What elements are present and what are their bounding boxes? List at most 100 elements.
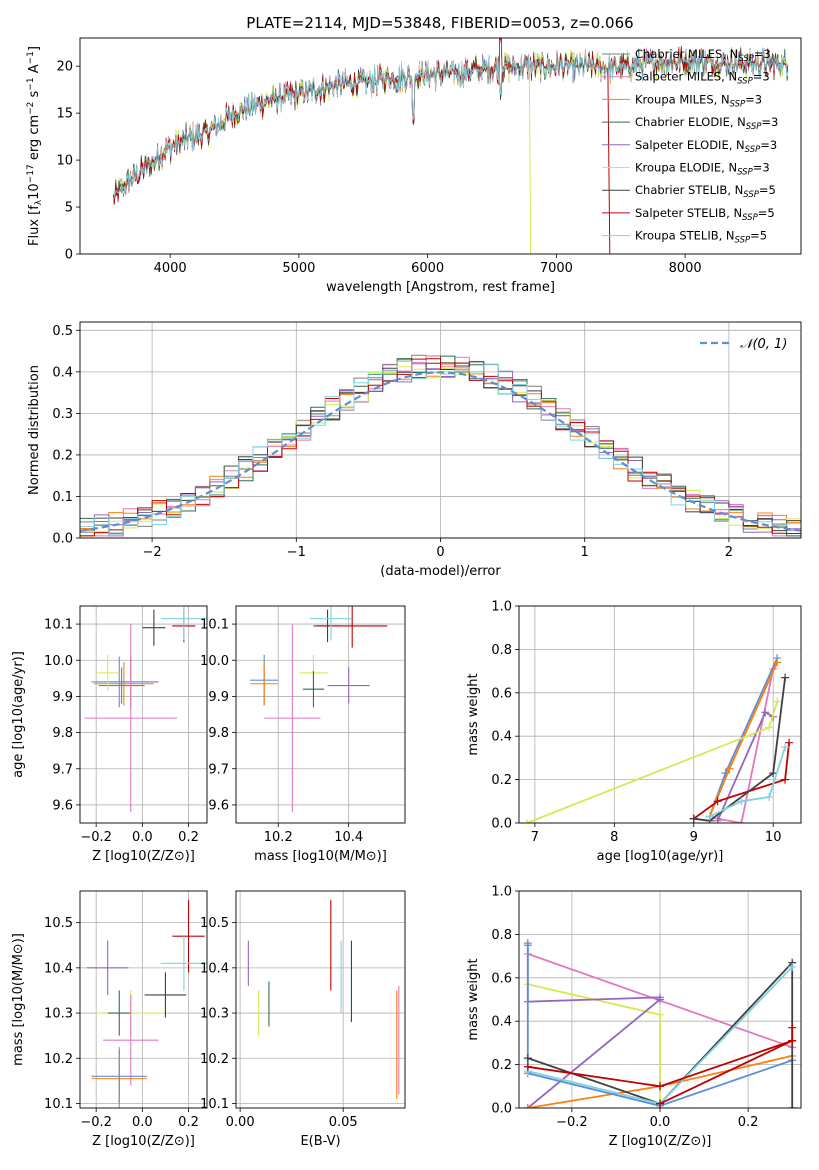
x-tick-label: 9 [690, 830, 698, 845]
axes-frame [79, 37, 802, 255]
weight-marker [781, 775, 790, 784]
weight-marker [788, 1036, 797, 1045]
figure-title: PLATE=2114, MJD=53848, FIBERID=0053, z=0… [246, 14, 633, 32]
x-tick-label: −0.2 [80, 1115, 112, 1130]
y-tick-label: 1.0 [491, 600, 512, 615]
y-tick-label: 15 [56, 107, 73, 122]
y-tick-label: 20 [56, 60, 73, 75]
y-tick-label: 0.2 [52, 448, 73, 463]
axes-age_vs_Z: −0.2 0.0 0.2 9.6 9.7 9.8 9.9 10.0 10.1 Z [log10(Z… [11, 605, 208, 864]
plot-area-residuals [80, 354, 801, 537]
weight-marker [781, 673, 790, 682]
legend-entry: Chabrier MILES, NSSP=3 [635, 47, 771, 64]
y-tick-label: 9.6 [52, 798, 73, 813]
weight-marker [523, 1104, 532, 1108]
axes-age_vs_mass: 10.2 10.4 9.6 9.7 9.8 9.9 10.0 10.1 mass [log10(… [200, 605, 406, 864]
spectrum-artifact [607, 70, 611, 254]
weight-line [527, 1027, 794, 1088]
y-tick-label: 10 [56, 154, 73, 169]
y-tick-label: 10.2 [44, 1052, 73, 1067]
x-axis-label: age [log10(age/yr)] [597, 849, 724, 864]
legend-entry: Chabrier ELODIE, NSSP=3 [635, 115, 778, 132]
y-tick-label: 0.4 [491, 730, 512, 745]
x-tick-label: 8000 [669, 261, 702, 276]
y-axis-label: mass weight [466, 673, 481, 755]
weight-marker [522, 819, 531, 823]
y-tick-label: 10.1 [44, 1097, 73, 1112]
x-tick-label: 0.00 [226, 1115, 255, 1130]
weight-line [693, 677, 786, 822]
y-tick-label: 10.5 [44, 916, 73, 931]
y-tick-label: 0.2 [491, 1058, 512, 1073]
weight-marker [781, 743, 790, 752]
axes-mass_vs_Z: −0.2 0.0 0.2 10.1 10.2 10.3 10.4 10.5 Z [log10(Z… [11, 890, 208, 1149]
weight-marker [656, 1010, 664, 1019]
weight-marker [785, 738, 794, 747]
legend-entry: Salpeter MILES, NSSP=3 [635, 70, 770, 87]
y-tick-label: 0.8 [491, 643, 512, 658]
weight-line [659, 1039, 793, 1105]
axes-frame [79, 321, 802, 539]
x-tick-label: 0 [436, 545, 444, 560]
x-tick-label: 0.2 [178, 830, 199, 845]
legend-entry: Salpeter ELODIE, NSSP=3 [635, 138, 777, 155]
weight-marker [737, 819, 746, 823]
y-tick-label: 9.7 [208, 762, 229, 777]
y-axis-label: age [log10(age/yr)] [11, 651, 26, 778]
x-tick-label: 8 [610, 830, 618, 845]
legend: Chabrier MILES, NSSP=3 Salpeter MILES, NS… [602, 47, 778, 246]
weight-marker [737, 797, 746, 806]
weight-marker [656, 1099, 664, 1108]
weight-marker [705, 812, 714, 821]
y-tick-label: 9.9 [208, 690, 229, 705]
normal-curve [80, 371, 801, 532]
y-axis-label: mass [log10(M/M⊙)] [11, 933, 26, 1066]
y-tick-label: 0.3 [52, 407, 73, 422]
legend-entry: Kroupa ELODIE, NSSP=3 [635, 161, 770, 178]
weight-marker [523, 1054, 532, 1063]
y-tick-label: 10.2 [200, 1052, 229, 1067]
weight-marker [773, 697, 782, 706]
y-tick-label: 0.0 [491, 1102, 512, 1117]
weight-marker [765, 792, 774, 801]
axes-frame [79, 605, 208, 824]
y-axis-label: Normed distribution [27, 365, 42, 495]
plot-area-age_vs_mass [250, 606, 388, 813]
y-tick-label: 9.7 [52, 762, 73, 777]
y-tick-label: 10.0 [200, 654, 229, 669]
axes-mass_vs_ebv: 0.00 0.05 10.1 10.2 10.3 10.4 10.5 E(B-V) [200, 890, 406, 1149]
plot-area-weight_vs_Z [523, 939, 797, 1108]
x-tick-label: −1 [287, 545, 306, 560]
x-tick-label: 2 [725, 545, 733, 560]
x-tick-label: 0.0 [132, 830, 153, 845]
y-tick-label: 10.3 [200, 1007, 229, 1022]
y-tick-label: 0.1 [52, 490, 73, 505]
x-tick-label: 0.0 [650, 1115, 671, 1130]
plot-area-weight_vs_age [522, 654, 794, 823]
x-axis-label: Z [log10(Z/Z⊙)] [92, 849, 195, 864]
y-tick-label: 0.4 [52, 365, 73, 380]
weight-line [526, 701, 779, 823]
histogram-step [80, 358, 801, 537]
y-tick-label: 0.4 [491, 1015, 512, 1030]
x-axis-label: mass [log10(M/M⊙)] [254, 849, 387, 864]
y-tick-label: 10.4 [200, 961, 229, 976]
y-tick-label: 10.5 [200, 916, 229, 931]
plot-area-mass_vs_ebv [247, 900, 400, 1099]
legend-entry: Kroupa MILES, NSSP=3 [635, 92, 762, 109]
legend-entry: 𝒩(0, 1) [740, 337, 787, 352]
y-tick-label: 9.8 [52, 726, 73, 741]
weight-marker [713, 797, 722, 806]
axes-weight_vs_age: 7 8 9 10 0.0 0.2 0.4 0.6 0.8 1.0 age [log10(age/yr… [466, 600, 802, 864]
weight-line [526, 945, 793, 1107]
spectrum-line [113, 47, 789, 200]
y-tick-label: 5 [65, 201, 73, 216]
weight-marker [713, 816, 722, 823]
x-tick-label: 7 [531, 830, 539, 845]
plot-area-mass_vs_Z [86, 900, 207, 1108]
x-tick-label: 4000 [154, 261, 187, 276]
legend-entry: Salpeter STELIB, NSSP=5 [635, 206, 775, 223]
axes-frame [235, 605, 406, 824]
axes-spectrum: 4000 5000 6000 7000 8000 0 5 10 15 20 wavelength [… [26, 37, 802, 295]
y-tick-label: 0.0 [52, 532, 73, 547]
